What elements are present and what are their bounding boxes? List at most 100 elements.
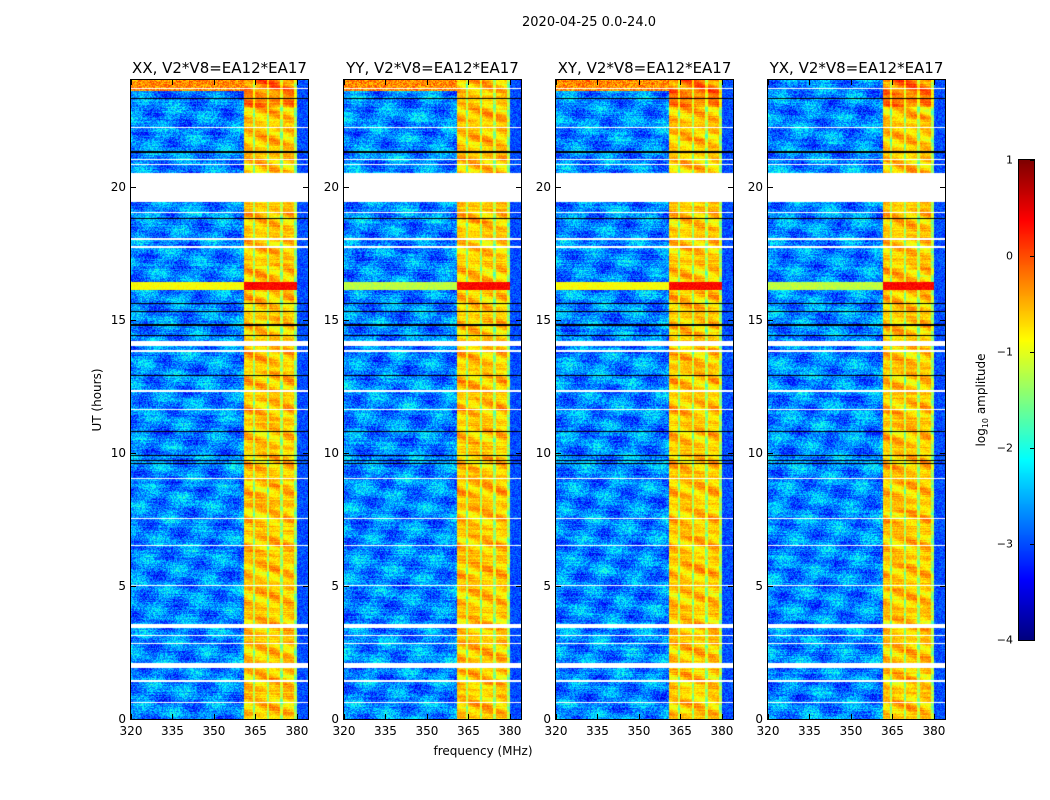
y-tick-label: 20 xyxy=(747,179,763,194)
y-tick-mark xyxy=(303,452,308,454)
colorbar-tick-label: −3 xyxy=(996,537,1013,551)
x-tick-label: 350 xyxy=(627,724,651,738)
x-tick-mark xyxy=(344,714,345,719)
figure-title: 2020-04-25 0.0-24.0 xyxy=(522,15,656,30)
y-tick-mark xyxy=(516,585,521,587)
x-tick-mark xyxy=(172,80,174,85)
y-tick-mark xyxy=(768,585,773,587)
y-tick-mark xyxy=(303,186,308,188)
x-tick-mark xyxy=(892,80,894,85)
colorbar-tick-label: −1 xyxy=(996,345,1013,359)
y-tick-mark xyxy=(940,452,945,454)
y-tick-mark xyxy=(768,186,773,188)
y-tick-mark xyxy=(556,186,561,188)
y-tick-mark xyxy=(556,452,561,454)
y-tick-label: 15 xyxy=(747,312,763,327)
x-tick-mark xyxy=(468,714,470,719)
y-tick-mark xyxy=(516,186,521,188)
colorbar-tick-mark xyxy=(1030,544,1034,545)
colorbar xyxy=(1018,159,1035,641)
y-tick-mark xyxy=(768,719,773,720)
y-tick-mark xyxy=(728,319,733,321)
y-tick-label: 0 xyxy=(118,712,126,726)
x-tick-label: 380 xyxy=(498,724,522,738)
spectrogram-panel-1 xyxy=(343,79,522,720)
x-tick-label: 365 xyxy=(881,724,904,738)
y-tick-mark xyxy=(303,719,308,720)
colorbar-label-subscript: 10 xyxy=(981,417,991,429)
x-axis-label: frequency (MHz) xyxy=(433,744,533,758)
y-tick-mark xyxy=(303,319,308,321)
y-tick-mark xyxy=(516,319,521,321)
x-tick-mark xyxy=(933,80,935,85)
x-tick-mark xyxy=(809,714,811,719)
spectrogram-image xyxy=(131,80,308,719)
y-tick-label: 20 xyxy=(323,179,339,194)
y-tick-mark xyxy=(728,719,733,720)
y-tick-label: 15 xyxy=(110,312,126,327)
x-tick-label: 320 xyxy=(332,724,356,738)
x-tick-mark xyxy=(213,714,215,719)
spectrogram-image xyxy=(344,80,521,719)
colorbar-label-log: log xyxy=(973,428,988,447)
x-tick-mark xyxy=(509,80,511,85)
x-tick-mark xyxy=(385,714,387,719)
x-tick-label: 320 xyxy=(756,724,780,738)
spectrogram-panel-3 xyxy=(767,79,946,720)
y-tick-label: 5 xyxy=(331,578,339,593)
x-tick-mark xyxy=(131,714,132,719)
y-tick-mark xyxy=(768,319,773,321)
x-tick-label: 365 xyxy=(457,724,480,738)
x-tick-mark xyxy=(131,80,132,85)
x-tick-mark xyxy=(597,714,599,719)
x-tick-mark xyxy=(680,714,682,719)
x-tick-label: 350 xyxy=(839,724,863,738)
x-tick-mark xyxy=(556,714,557,719)
colorbar-tick-label: 0 xyxy=(1006,249,1013,263)
y-tick-label: 10 xyxy=(535,445,551,460)
y-tick-label: 0 xyxy=(755,712,763,726)
colorbar-tick-mark xyxy=(1030,352,1034,353)
x-tick-label: 380 xyxy=(922,724,946,738)
y-tick-mark xyxy=(131,186,136,188)
x-tick-mark xyxy=(768,714,769,719)
spectrogram-image xyxy=(768,80,945,719)
colorbar-label-rest: amplitude xyxy=(973,353,988,418)
x-tick-mark xyxy=(809,80,811,85)
x-tick-mark xyxy=(255,80,257,85)
y-tick-mark xyxy=(131,319,136,321)
y-tick-mark xyxy=(556,585,561,587)
x-tick-mark xyxy=(296,714,298,719)
x-tick-mark xyxy=(850,80,852,85)
y-tick-label: 5 xyxy=(755,578,763,593)
panel-title: YY, V2*V8=EA12*EA17 xyxy=(346,59,519,77)
x-tick-mark xyxy=(721,714,723,719)
y-tick-mark xyxy=(344,719,349,720)
x-tick-mark xyxy=(721,80,723,85)
y-tick-mark xyxy=(516,452,521,454)
x-tick-label: 335 xyxy=(374,724,397,738)
x-tick-mark xyxy=(933,714,935,719)
x-tick-label: 335 xyxy=(586,724,609,738)
y-tick-mark xyxy=(344,585,349,587)
y-tick-mark xyxy=(940,319,945,321)
y-tick-mark xyxy=(768,452,773,454)
x-tick-mark xyxy=(892,714,894,719)
y-tick-mark xyxy=(940,719,945,720)
x-tick-mark xyxy=(468,80,470,85)
y-tick-mark xyxy=(344,452,349,454)
y-axis-label: UT (hours) xyxy=(90,368,104,432)
colorbar-tick-mark xyxy=(1030,160,1034,161)
y-tick-label: 0 xyxy=(331,712,339,726)
spectrogram-image xyxy=(556,80,733,719)
x-tick-label: 350 xyxy=(415,724,439,738)
x-tick-mark xyxy=(426,80,428,85)
y-tick-mark xyxy=(131,719,136,720)
panel-title: YX, V2*V8=EA12*EA17 xyxy=(769,59,944,77)
y-tick-mark xyxy=(728,452,733,454)
spectrogram-panel-2 xyxy=(555,79,734,720)
y-tick-label: 10 xyxy=(323,445,339,460)
x-tick-mark xyxy=(768,80,769,85)
x-tick-label: 320 xyxy=(544,724,568,738)
